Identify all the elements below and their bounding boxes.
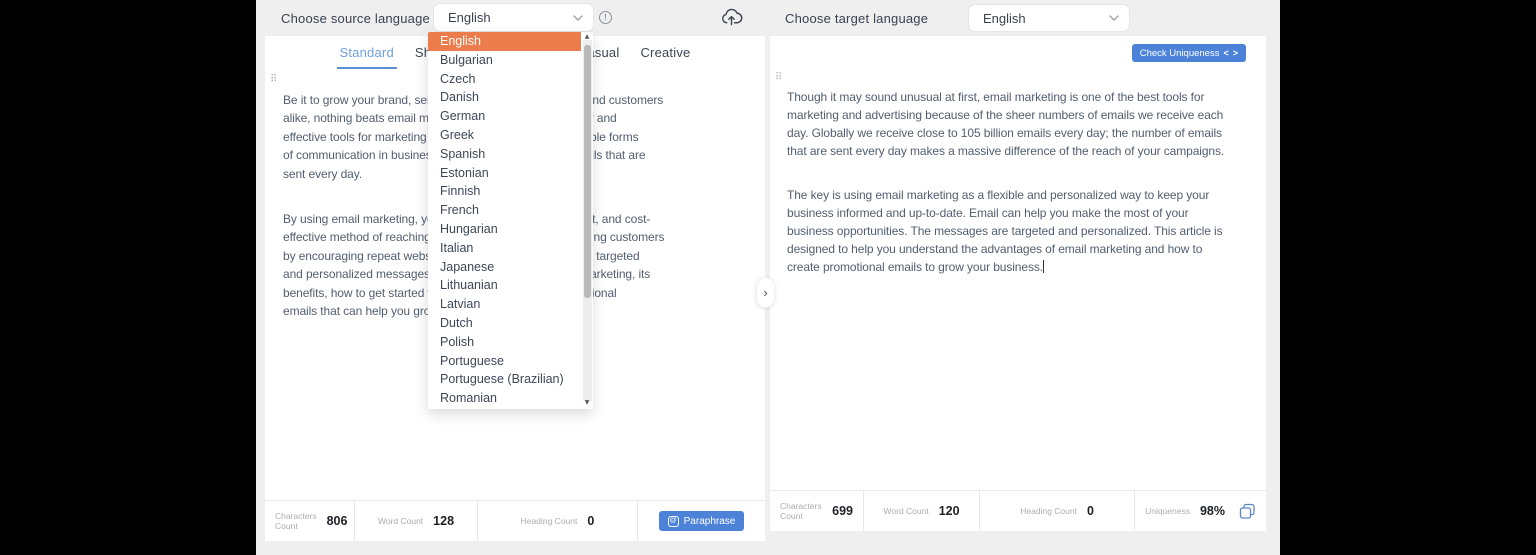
dropdown-scrollbar[interactable] <box>583 40 592 401</box>
paraphrase-button-label: Paraphrase <box>683 515 736 527</box>
output-stats-bar: Characters Count 699 Word Count 120 Head… <box>770 490 1266 531</box>
chevron-down-icon <box>573 14 583 21</box>
language-option-greek[interactable]: Greek <box>440 127 475 142</box>
output-paragraph: Though it may sound unusual at first, em… <box>787 90 1225 158</box>
check-uniqueness-button[interactable]: Check Uniqueness < > <box>1131 44 1246 62</box>
language-option-french[interactable]: French <box>440 203 479 218</box>
paraphraser-app: Choose source language English ! Choose … <box>256 0 1280 555</box>
drag-handle-icon[interactable]: ⠿ <box>270 74 278 85</box>
paraphrase-icon: @ <box>667 515 679 527</box>
source-language-dropdown: English Bulgarian Czech Danish German Gr… <box>428 32 593 409</box>
check-uniqueness-label: Check Uniqueness <box>1139 47 1220 59</box>
word-count-label: Word Count <box>377 516 424 526</box>
tab-creative[interactable]: Creative <box>640 45 691 60</box>
language-option-spanish[interactable]: Spanish <box>440 146 486 161</box>
output-panel: Check Uniqueness < > ⠿ Though it may sou… <box>770 36 1266 531</box>
source-language-select[interactable]: English <box>434 4 593 31</box>
language-option-portuguese-brazilian[interactable]: Portuguese (Brazilian) <box>440 372 564 387</box>
heading-count-stat: Heading Count 0 <box>980 491 1136 531</box>
word-count-label: Word Count <box>883 506 929 516</box>
language-option-german[interactable]: German <box>440 109 486 124</box>
language-option-latvian[interactable]: Latvian <box>440 297 481 312</box>
scroll-up-icon[interactable]: ▲ <box>584 33 590 40</box>
output-text-editor[interactable]: Though it may sound unusual at first, em… <box>787 70 1249 294</box>
language-option-english[interactable]: English <box>428 32 581 51</box>
cloud-upload-icon[interactable] <box>720 6 743 28</box>
heading-count-value: 0 <box>1086 504 1094 518</box>
source-stats-bar: Characters Count 806 Word Count 128 Head… <box>265 500 765 541</box>
panel-divider-toggle[interactable]: › <box>756 277 775 308</box>
angle-right-icon: > <box>1232 48 1238 58</box>
source-language-value: English <box>448 10 491 25</box>
target-language-label: Choose target language <box>785 11 929 26</box>
language-option-bulgarian[interactable]: Bulgarian <box>440 52 493 67</box>
heading-count-value: 0 <box>587 514 595 528</box>
language-option-lithuanian[interactable]: Lithuanian <box>440 278 498 293</box>
language-option-italian[interactable]: Italian <box>440 240 474 255</box>
target-language-select[interactable]: English <box>969 5 1129 31</box>
word-count-value: 120 <box>938 504 960 518</box>
heading-count-label: Heading Count <box>1020 506 1077 516</box>
uniqueness-label: Uniqueness <box>1145 506 1190 516</box>
word-count-stat: Word Count 128 <box>355 501 478 541</box>
dropdown-scrollbar-thumb[interactable] <box>584 45 591 298</box>
language-option-polish[interactable]: Polish <box>440 334 475 349</box>
characters-count-stat: Characters Count 806 <box>265 501 355 541</box>
chevron-down-icon <box>1109 15 1119 21</box>
language-option-czech[interactable]: Czech <box>440 71 476 86</box>
characters-count-value: 699 <box>832 504 853 518</box>
language-option-romanian[interactable]: Romanian <box>440 391 497 406</box>
heading-count-label: Heading Count <box>520 516 578 526</box>
language-option-finnish[interactable]: Finnish <box>440 184 481 199</box>
target-language-value: English <box>983 10 1026 26</box>
tab-standard[interactable]: Standard <box>336 45 397 69</box>
paraphrase-button[interactable]: @ Paraphrase <box>658 511 745 531</box>
angle-left-icon: < <box>1223 48 1229 58</box>
uniqueness-stat: Uniqueness 98% <box>1135 491 1266 531</box>
uniqueness-value: 98% <box>1199 504 1225 518</box>
characters-count-value: 806 <box>326 514 348 528</box>
characters-count-label: Characters Count <box>780 501 822 521</box>
language-option-japanese[interactable]: Japanese <box>440 259 495 274</box>
drag-handle-icon[interactable]: ⠿ <box>775 72 783 83</box>
text-cursor <box>1043 260 1044 273</box>
word-count-value: 128 <box>433 514 455 528</box>
scroll-down-icon[interactable]: ▼ <box>584 399 590 406</box>
source-language-label: Choose source language <box>281 11 430 26</box>
language-option-dutch[interactable]: Dutch <box>440 315 473 330</box>
language-option-hungarian[interactable]: Hungarian <box>440 221 498 236</box>
characters-count-stat: Characters Count 699 <box>770 491 864 531</box>
language-option-estonian[interactable]: Estonian <box>440 165 489 180</box>
heading-count-stat: Heading Count 0 <box>478 501 638 541</box>
copy-icon[interactable] <box>1239 503 1256 520</box>
characters-count-label: Characters Count <box>275 511 317 531</box>
language-option-danish[interactable]: Danish <box>440 90 479 105</box>
word-count-stat: Word Count 120 <box>864 491 981 531</box>
output-paragraph: The key is using email marketing as a fl… <box>787 188 1223 274</box>
chevron-right-icon: › <box>763 285 768 300</box>
paraphrase-button-area: @ Paraphrase <box>638 501 765 541</box>
info-icon[interactable]: ! <box>599 11 612 24</box>
language-option-portuguese[interactable]: Portuguese <box>440 353 504 368</box>
